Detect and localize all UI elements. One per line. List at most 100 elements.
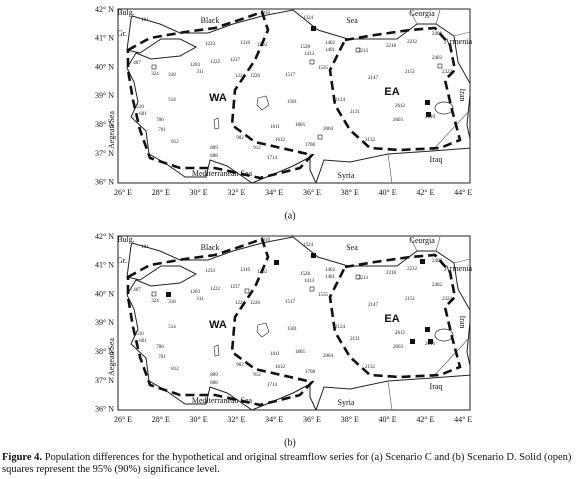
station-label: 1226	[250, 74, 261, 79]
station-label: 1203	[190, 290, 201, 295]
place-label: Mediterranean Sea	[192, 396, 253, 405]
lon-label: 44° E	[454, 188, 472, 197]
open-squares	[151, 274, 361, 297]
station-label: 1517	[285, 73, 296, 78]
station-label: 324	[151, 72, 159, 77]
station-label: 1324	[303, 16, 314, 21]
place-label: Bulg.	[117, 235, 135, 244]
place-label: Iran	[458, 89, 467, 102]
place-label: Gr.	[117, 29, 127, 38]
place-label: Syria	[338, 171, 355, 180]
station-label: 902	[236, 363, 244, 368]
place-label: Gr.	[117, 256, 127, 265]
place-label: Black	[201, 243, 220, 252]
lat-label: 41° N	[95, 261, 114, 270]
open-squares	[151, 47, 443, 140]
station-label: 1222	[210, 60, 221, 65]
solid-squares	[311, 26, 431, 117]
station-label: 1612	[275, 138, 286, 143]
station-label: 701	[158, 355, 166, 360]
station-label: 101	[141, 18, 149, 23]
station-label: 1535	[318, 66, 329, 71]
station-label: 706	[156, 345, 164, 350]
station-label: 1714	[267, 156, 278, 161]
station-label: 912	[253, 373, 261, 378]
station-label: 1316	[240, 41, 251, 46]
lon-label: 36° E	[303, 188, 321, 197]
station-label: 808	[210, 381, 218, 386]
station-label: 1233	[205, 269, 216, 274]
station-label: 2131	[350, 110, 361, 115]
place-label: Georgia	[409, 236, 435, 245]
station-label: 2213	[358, 276, 369, 281]
station-label: 2232	[407, 267, 418, 272]
station-label: 2610	[425, 342, 436, 347]
lon-label: 34° E	[265, 188, 283, 197]
map-panel: 42° N 41° N 40° N 39° N 38° N 37° N 36° N26° E…	[95, 5, 472, 221]
station-label: 1535	[318, 293, 329, 298]
station-label: 812	[171, 367, 179, 372]
region-label: WA	[209, 92, 227, 104]
station-label: 1805	[295, 123, 306, 128]
station-label: 601	[139, 112, 147, 117]
station-label: 2409	[432, 259, 443, 264]
station-label: 812	[171, 140, 179, 145]
station-label: 2213	[358, 49, 369, 54]
station-label: 1413	[304, 279, 315, 284]
station-label: 1401	[325, 48, 336, 53]
place-label: Iraq	[430, 382, 443, 391]
station-label: 1222	[210, 287, 221, 292]
lat-label: 40° N	[95, 289, 114, 298]
station-label: 2151	[405, 70, 416, 75]
lat-label: 37° N	[95, 376, 114, 385]
place-label: Armenia	[444, 264, 472, 273]
station-label: 2218	[386, 271, 397, 276]
station-label: 101	[141, 245, 149, 250]
solid-squares	[166, 253, 433, 344]
map-panel: 42° N 41° N 40° N 39° N 38° N 37° N 36° N26° E…	[95, 232, 472, 448]
caption: Figure 4. Population differences for the…	[2, 452, 576, 476]
station-label: 1612	[275, 365, 286, 370]
figure: 42° N41° N40° N39° N38° N37° N36° N26° E…	[95, 5, 578, 448]
station-label: 2132	[365, 138, 376, 143]
lon-label: 28° E	[152, 188, 170, 197]
place-label: Aegean Sea	[107, 338, 116, 376]
lat-label: 36° N	[95, 178, 114, 187]
place-label: Bulg.	[117, 8, 135, 17]
station-label: 1237	[230, 285, 241, 290]
station-label: 2147	[368, 76, 379, 81]
station-label: 1401	[325, 275, 336, 280]
caption-label: Figure 4.	[2, 452, 43, 463]
station-label: 1203	[190, 63, 201, 68]
lon-label: 30° E	[190, 188, 208, 197]
station-label: 902	[236, 136, 244, 141]
place-label: Aegean Sea	[107, 111, 116, 149]
lon-label: 26° E	[114, 188, 132, 197]
station-label: 2124	[335, 98, 346, 103]
station-label: 2132	[365, 365, 376, 370]
station-label: 2603	[393, 118, 404, 123]
station-label: 601	[139, 339, 147, 344]
station-label: 2004	[323, 127, 334, 132]
station-label: 2322	[442, 297, 453, 302]
station-label: 2402	[432, 56, 443, 61]
station-label: 809	[210, 146, 218, 151]
region-label: EA	[384, 86, 399, 98]
station-label: 2612	[395, 331, 406, 336]
station-label: 701	[158, 128, 166, 133]
place-label: Syria	[338, 398, 355, 407]
station-label: 1501	[287, 100, 298, 105]
lon-label: 28° E	[152, 415, 170, 424]
station-label: 2004	[323, 354, 334, 359]
place-label: Armenia	[444, 37, 472, 46]
lat-label: 42° N	[95, 5, 114, 14]
lon-label: 32° E	[227, 415, 245, 424]
station-label: 318	[168, 300, 176, 305]
station-label: 1302	[257, 43, 268, 48]
station-label: 2151	[405, 297, 416, 302]
station-label: 2124	[335, 325, 346, 330]
station-label: 407	[133, 288, 141, 293]
station-label: 1310	[260, 238, 271, 243]
lon-label: 40° E	[379, 415, 397, 424]
